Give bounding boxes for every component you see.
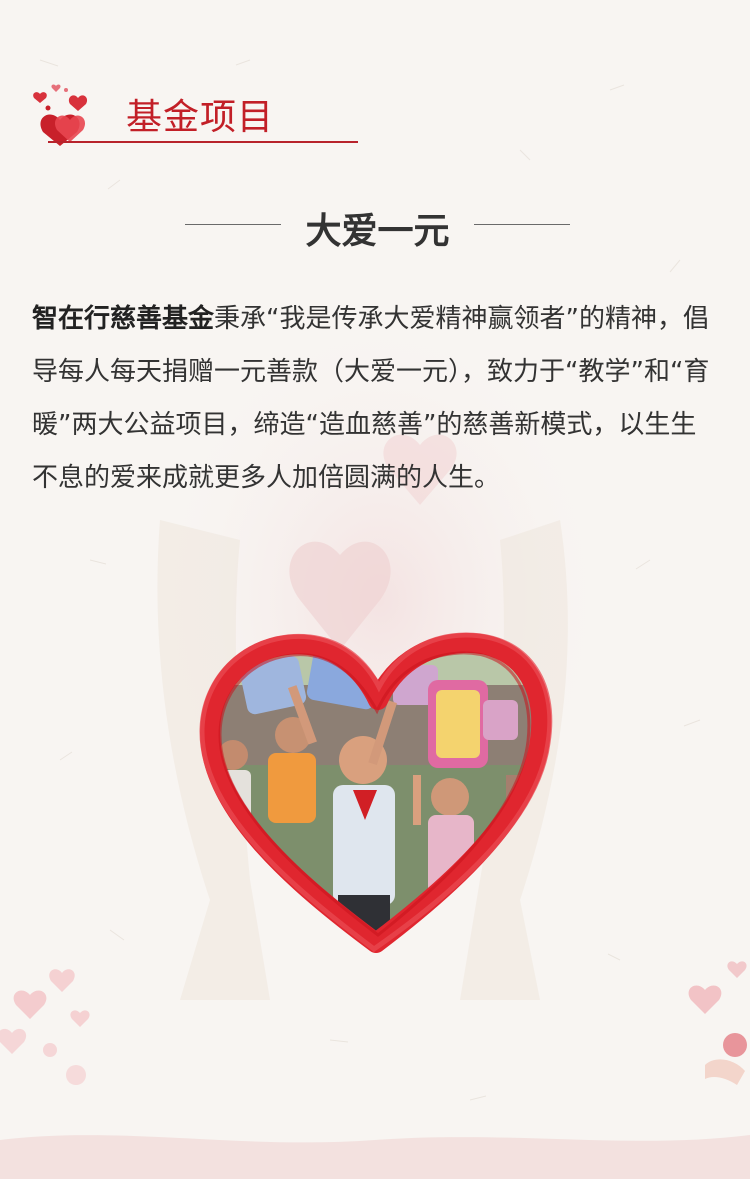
hearts-icon — [33, 84, 88, 146]
heart-frame — [200, 632, 552, 953]
subtitle-row: 大爱一元 — [185, 200, 570, 252]
decorative-hearts-right — [688, 961, 747, 1085]
subtitle: 大爱一元 — [305, 211, 450, 252]
heart-framed-photo — [199, 632, 553, 953]
divider-right — [474, 224, 570, 225]
intro-paragraph: 智在行慈善基金秉承“我是传承大爱精神赢领者”的精神，倡导每人每天捐赠一元善款（大… — [32, 293, 722, 505]
divider-left — [185, 224, 281, 225]
section-title: 基金项目 — [126, 97, 275, 138]
divider — [48, 141, 358, 143]
org-name: 智在行慈善基金 — [32, 304, 215, 334]
section-header: 基金项目 — [30, 80, 360, 148]
intro-text: 秉承“我是传承大爱精神赢领者”的精神，倡导每人每天捐赠一元善款（大爱一元），致力… — [32, 304, 710, 493]
decorative-hearts-left — [0, 969, 90, 1085]
